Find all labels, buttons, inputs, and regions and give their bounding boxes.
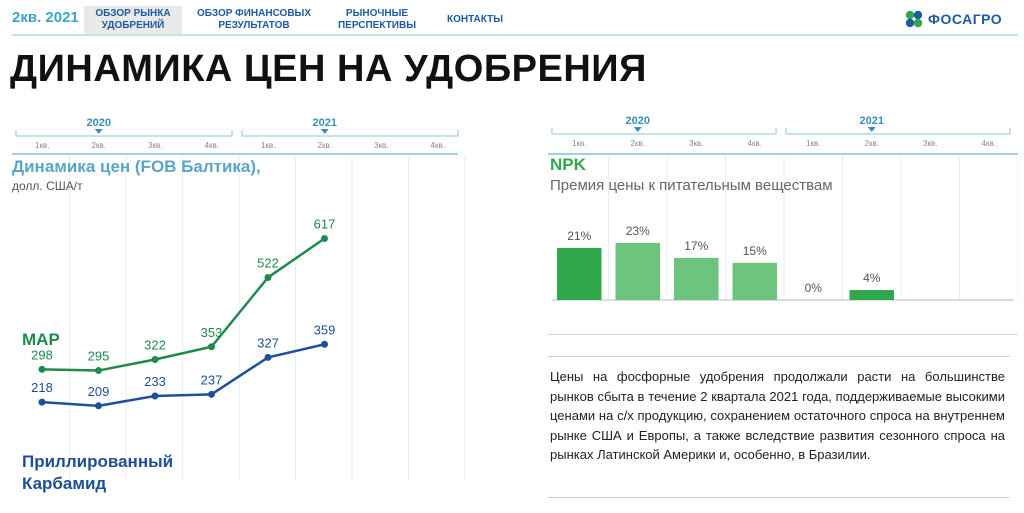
map-data-point <box>321 235 328 243</box>
map-data-label: 298 <box>31 347 53 362</box>
series-label-urea: Приллированный Карбамид <box>22 452 174 493</box>
urea-data-point <box>321 340 328 348</box>
timeline-year-label: 2021 <box>313 117 337 129</box>
quarter-label: 2кв. 2021 <box>12 9 79 26</box>
right-timeline: 2020 1кв. 2кв. 3кв. 4кв. 2021 1кв. 2кв. 3кв. 4кв. <box>551 115 1011 148</box>
timeline-quarter-label: 3кв. <box>923 139 937 148</box>
urea-data-label: 218 <box>31 380 53 395</box>
timeline-year-label: 2020 <box>626 115 650 127</box>
map-data-point <box>208 343 215 351</box>
urea-data-label: 209 <box>88 384 110 399</box>
left-series: 298 295 322 353 522 617 218 209 233 237 327 359 <box>31 217 335 410</box>
npk-bar-label: 0% <box>805 281 823 295</box>
urea-data-label: 237 <box>201 372 223 387</box>
timeline-quarter-label: 2кв. <box>631 139 645 148</box>
npk-bar <box>615 242 660 300</box>
phosagro-logo[interactable]: ФОСАГРО <box>904 9 1002 29</box>
map-data-point <box>264 273 272 281</box>
description-top-rule <box>548 356 1010 357</box>
urea-data-point <box>38 398 46 406</box>
urea-data-point <box>151 392 159 400</box>
npk-bar-label: 23% <box>626 224 650 238</box>
npk-bars: 21% 23% 17% 15% 0% 4% <box>557 224 894 300</box>
logo-leaf-icon <box>905 10 923 28</box>
timeline-year-marker-icon <box>867 127 876 132</box>
left-timeline: 2020 1кв. 2кв. 3кв. 4кв. 2021 1кв. 2кв. 3кв. 4кв. <box>15 117 459 150</box>
timeline-quarter-label: 2кв. <box>318 141 332 150</box>
timeline-quarter-label: 3кв. <box>374 141 388 150</box>
right-chart-bottom-rule <box>548 308 1018 335</box>
urea-data-point <box>95 402 102 410</box>
timeline-quarter-label: 1кв. <box>806 139 820 148</box>
map-data-point <box>151 355 159 363</box>
timeline-year-marker-icon <box>320 129 329 134</box>
npk-bar <box>732 262 777 300</box>
npk-bar-label: 15% <box>743 244 767 258</box>
urea-data-label: 359 <box>314 322 336 337</box>
timeline-quarter-label: 3кв. <box>148 141 162 150</box>
timeline-year-marker-icon <box>94 129 103 134</box>
right-chart-subtitle: Премия цены к питательным веществам <box>550 177 833 194</box>
map-data-label: 353 <box>201 325 223 340</box>
timeline-quarter-label: 2кв. <box>92 141 106 150</box>
page-title: ДИНАМИКА ЦЕН НА УДОБРЕНИЯ <box>10 48 647 90</box>
description-text: Цены на фосфорные удобрения продолжали р… <box>550 369 1005 462</box>
tab-market-overview[interactable]: ОБЗОР РЫНКА УДОБРЕНИЙ <box>84 6 182 34</box>
npk-bar-label: 17% <box>684 239 708 253</box>
price-line-chart: 2020 1кв. 2кв. 3кв. 4кв. 2021 1кв. 2кв. 3кв. 4кв.… <box>12 117 466 480</box>
map-data-label: 322 <box>144 337 166 352</box>
npk-bar-label: 4% <box>863 271 881 285</box>
timeline-quarter-label: 1кв. <box>572 139 586 148</box>
timeline-quarter-label: 4кв. <box>205 141 219 150</box>
npk-bar <box>674 257 719 300</box>
npk-bar <box>849 290 894 300</box>
left-gridlines <box>12 153 466 480</box>
timeline-year-marker-icon <box>633 127 642 132</box>
timeline-quarter-label: 1кв. <box>261 141 275 150</box>
map-data-label: 617 <box>314 217 336 232</box>
nav-divider <box>12 34 1018 36</box>
npk-bar-label: 21% <box>567 229 591 243</box>
urea-series-line <box>41 343 325 408</box>
tab-contacts[interactable]: КОНТАКТЫ <box>446 14 504 25</box>
map-data-label: 522 <box>257 255 279 270</box>
npk-bar <box>557 247 602 300</box>
left-chart-unit: долл. США/т <box>12 179 83 193</box>
map-series-line <box>41 237 326 372</box>
urea-data-label: 233 <box>144 374 166 389</box>
timeline-year-bracket <box>241 130 459 137</box>
timeline-quarter-label: 1кв. <box>35 141 49 150</box>
map-data-label: 295 <box>88 349 110 364</box>
right-chart-title: NPK <box>550 155 586 174</box>
urea-data-point <box>208 390 215 398</box>
map-data-point <box>95 367 102 375</box>
urea-data-point <box>264 353 272 361</box>
timeline-quarter-label: 3кв. <box>689 139 703 148</box>
left-chart-title: Динамика цен (FOB Балтика), <box>12 157 261 176</box>
tab-market-outlook[interactable]: РЫНОЧНЫЕ ПЕРСПЕКТИВЫ <box>337 8 417 31</box>
urea-data-label: 327 <box>257 335 279 350</box>
npk-bar-chart: 2020 1кв. 2кв. 3кв. 4кв. 2021 1кв. 2кв. 3кв. 4кв.… <box>548 115 1018 301</box>
timeline-year-label: 2021 <box>860 115 884 127</box>
map-data-point <box>38 365 46 373</box>
timeline-quarter-label: 4кв. <box>982 139 996 148</box>
top-navigation: 2кв. 2021 ОБЗОР РЫНКА УДОБРЕНИЙ ОБЗОР ФИН… <box>0 0 1024 38</box>
timeline-quarter-label: 4кв. <box>431 141 445 150</box>
timeline-year-bracket <box>551 128 777 135</box>
timeline-quarter-label: 4кв. <box>748 139 762 148</box>
timeline-year-label: 2020 <box>87 117 111 129</box>
timeline-quarter-label: 2кв. <box>865 139 879 148</box>
tab-financial-results[interactable]: ОБЗОР ФИНАНСОВЫХ РЕЗУЛЬТАТОВ <box>196 8 311 31</box>
timeline-year-bracket <box>15 130 233 137</box>
series-label-map: MAP <box>22 330 60 349</box>
timeline-year-bracket <box>785 128 1011 135</box>
description-bottom-rule <box>548 497 1010 498</box>
